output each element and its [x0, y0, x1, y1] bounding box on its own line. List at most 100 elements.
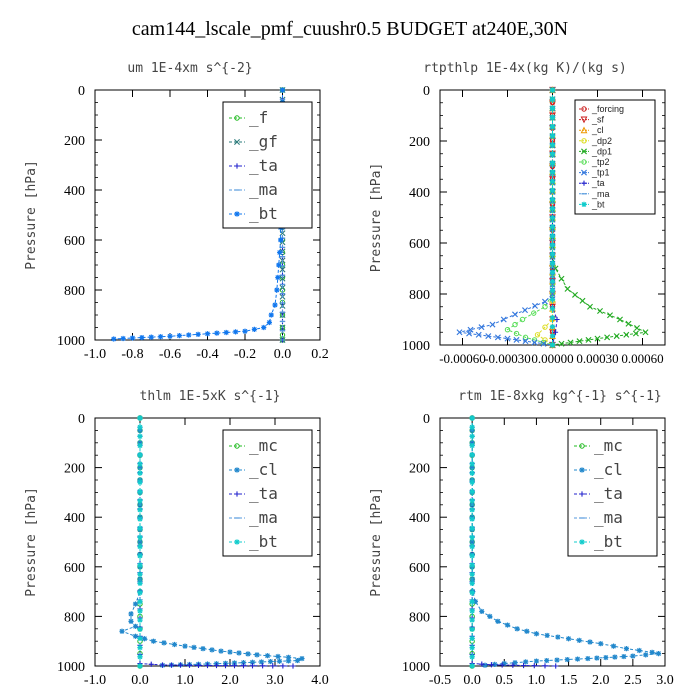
- data-point: [213, 662, 220, 669]
- data-point: [120, 335, 126, 342]
- data-point: [504, 327, 511, 333]
- data-point: [564, 656, 570, 663]
- legend-label: _cl: [249, 460, 278, 479]
- data-point: [242, 328, 248, 334]
- data-point: [177, 662, 184, 668]
- data-point: [469, 498, 475, 504]
- data-point: [137, 452, 143, 458]
- data-point: [512, 321, 518, 328]
- data-point: [466, 330, 473, 337]
- data-point: [625, 320, 632, 327]
- data-point: [540, 340, 547, 347]
- data-point: [549, 333, 556, 339]
- x-tick-label: 1.0: [176, 673, 194, 688]
- data-point: [137, 479, 143, 485]
- data-point: [558, 275, 565, 282]
- data-point: [544, 632, 550, 639]
- legend-label: _ta: [594, 484, 623, 503]
- data-point: [137, 461, 143, 467]
- data-point: [487, 613, 493, 619]
- series-line: [536, 90, 553, 346]
- data-point: [472, 598, 478, 605]
- y-tick-label: 800: [409, 610, 430, 625]
- data-point: [137, 635, 143, 642]
- data-point: [137, 415, 143, 421]
- y-tick-label: 0: [423, 84, 430, 99]
- data-point: [148, 334, 154, 340]
- y-tick-label: 800: [64, 610, 85, 625]
- data-point: [540, 339, 547, 346]
- data-point: [137, 617, 143, 623]
- data-point: [523, 659, 529, 665]
- data-point: [572, 291, 578, 298]
- data-point: [469, 663, 475, 669]
- legend-label: _dp1: [591, 146, 612, 156]
- data-point: [137, 571, 143, 577]
- y-axis-label: Pressure [hPa]: [369, 487, 384, 597]
- data-point: [549, 242, 556, 248]
- data-point: [492, 661, 498, 667]
- legend-label: _dp2: [591, 136, 612, 146]
- x-tick-label: 0.5: [496, 673, 514, 688]
- legend-label: _tp2: [591, 157, 610, 167]
- data-point: [587, 303, 593, 310]
- data-point: [137, 562, 143, 568]
- data-point: [469, 617, 475, 623]
- legend-label: _bt: [591, 199, 605, 209]
- data-point: [632, 330, 639, 337]
- data-point: [553, 663, 559, 669]
- data-point: [549, 269, 556, 275]
- data-point: [276, 658, 283, 664]
- data-point: [137, 442, 143, 449]
- data-point: [249, 663, 256, 669]
- data-point: [137, 553, 143, 559]
- data-point: [137, 525, 143, 531]
- data-point: [469, 654, 475, 660]
- data-point: [260, 663, 266, 669]
- data-point: [469, 442, 475, 449]
- x-tick-label: 0.0: [463, 673, 481, 688]
- data-point: [542, 298, 548, 305]
- data-point: [222, 663, 229, 669]
- data-point: [485, 333, 492, 340]
- data-point: [642, 329, 649, 336]
- y-tick-label: 0: [78, 412, 85, 427]
- data-point: [542, 663, 548, 669]
- data-point: [567, 339, 574, 346]
- data-point: [604, 334, 611, 341]
- data-point: [565, 636, 572, 642]
- data-point: [621, 653, 627, 660]
- data-point: [479, 608, 485, 615]
- data-point: [267, 658, 274, 665]
- legend-label: _bt: [594, 532, 623, 551]
- data-point: [195, 662, 202, 669]
- data-point: [549, 169, 556, 175]
- data-point: [499, 662, 505, 668]
- data-point: [236, 650, 242, 656]
- data-point: [469, 415, 475, 421]
- data-point: [469, 525, 475, 531]
- data-point: [581, 159, 587, 165]
- data-point: [469, 534, 475, 541]
- data-point: [261, 324, 267, 331]
- x-tick-label: 3.0: [656, 673, 674, 688]
- legend-label: _f: [249, 108, 268, 127]
- data-point: [581, 201, 587, 207]
- data-point: [585, 336, 592, 343]
- data-point: [200, 646, 206, 652]
- data-point: [532, 302, 538, 309]
- data-point: [161, 640, 167, 646]
- data-point: [469, 580, 475, 586]
- data-point: [579, 539, 585, 545]
- data-point: [504, 335, 511, 342]
- data-point: [111, 336, 117, 342]
- data-point: [276, 262, 282, 268]
- data-point: [533, 658, 540, 664]
- data-point: [176, 333, 182, 339]
- chart-title: rtpthlp 1E-4x(kg K)/(kg s): [423, 61, 627, 76]
- x-tick-label: 0.00060: [621, 351, 663, 366]
- data-point: [240, 660, 247, 666]
- x-tick-label: 0.00000: [531, 351, 573, 366]
- data-point: [549, 142, 556, 148]
- data-point: [469, 424, 475, 430]
